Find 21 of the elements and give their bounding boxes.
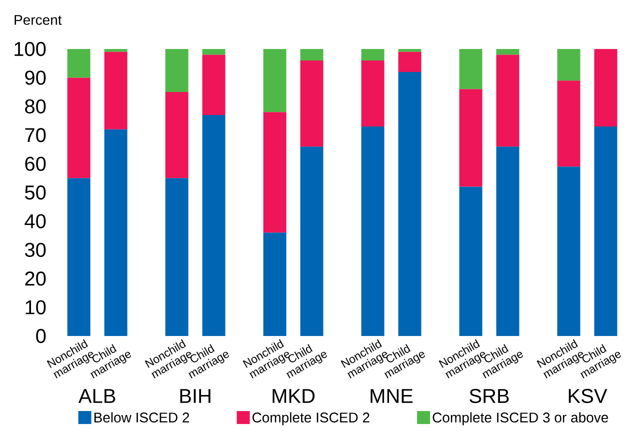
y-tick-label: 20 [25,272,46,286]
y-tick-label: 40 [24,214,46,228]
text: BIH [180,389,210,403]
text: MKD [272,389,315,403]
y-tick-label: 60 [25,156,46,171]
legend-label: Complete ISCED 3 or above [432,412,608,426]
text: MNE [370,389,413,403]
y-tick-label: 50 [25,185,46,200]
y-tick-label: 10 [26,300,46,314]
y-tick-label: 100 [14,42,46,56]
legend-label: Below ISCED 2 [94,412,190,422]
y-tick-label: 30 [24,242,46,257]
text: SRB [470,388,509,404]
y-tick-label: 0 [36,328,46,344]
y-tick-label: 90 [25,70,46,85]
y-tick-label: 80 [25,99,46,114]
text: KSV [568,388,608,404]
legend-label: Complete ISCED 2 [252,412,370,426]
y-axis-title: Percent [14,15,62,25]
y-tick-label: 70 [25,128,46,142]
text: ALB [78,389,116,403]
